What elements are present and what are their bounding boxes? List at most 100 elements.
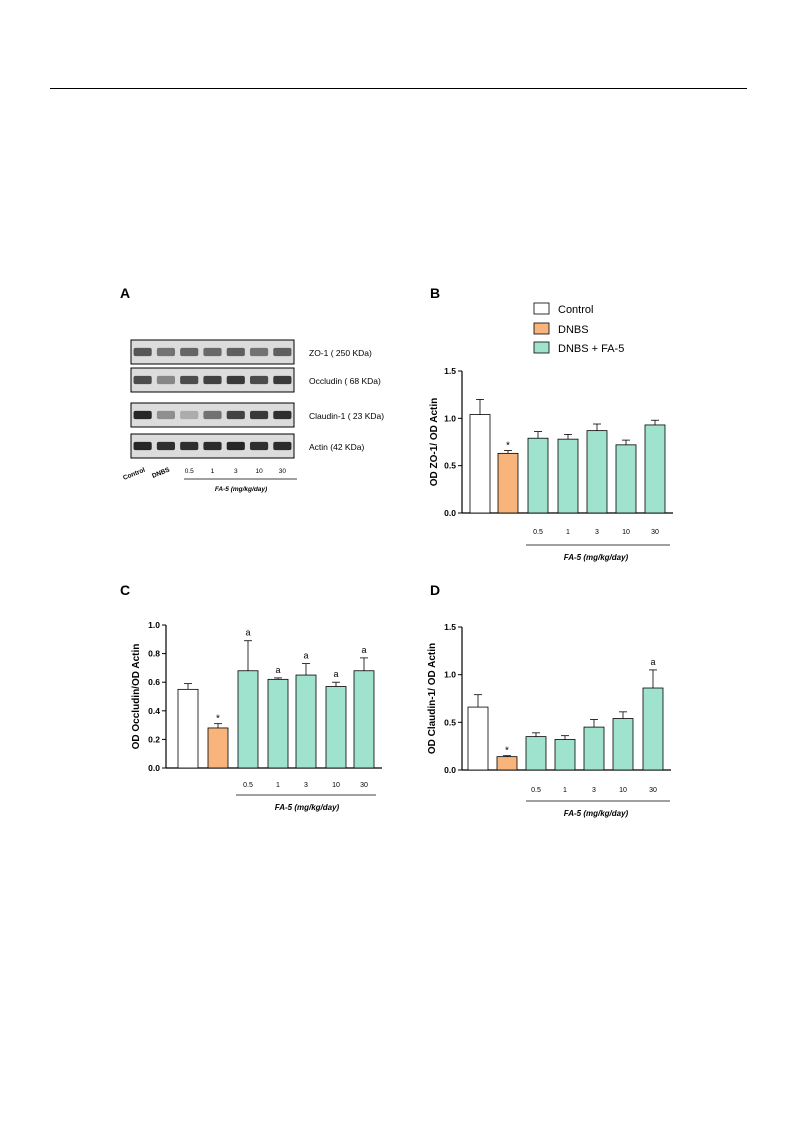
significance-label: * — [505, 746, 509, 757]
x-tick-label: 1 — [276, 782, 280, 789]
y-axis-label: OD Claudin-1/ OD Actin — [427, 643, 438, 754]
x-tick-label: 10 — [332, 782, 340, 789]
bar — [554, 739, 576, 771]
blot-band — [203, 375, 222, 385]
significance-label: a — [303, 651, 308, 661]
panel-letter-a: A — [120, 285, 131, 301]
y-axis-label: OD Occludin/OD Actin — [131, 644, 142, 750]
bar — [469, 414, 491, 514]
blot-band — [226, 375, 245, 385]
bar — [325, 686, 347, 769]
bar — [295, 674, 317, 769]
y-tick-label: 1.5 — [444, 622, 456, 632]
bar — [583, 726, 605, 771]
x-tick-label: 3 — [304, 782, 308, 789]
blot-lane-label: 0.5 — [185, 468, 194, 475]
y-tick-label: 1.0 — [444, 670, 456, 680]
x-tick-label: 10 — [619, 787, 627, 794]
y-tick-label: 0.0 — [444, 508, 456, 518]
blot-band — [133, 441, 152, 451]
y-axis-label: OD ZO-1/ OD Actin — [429, 398, 440, 487]
legend-swatch — [533, 322, 550, 335]
legend-label: DNBS — [558, 324, 589, 336]
significance-label: a — [650, 657, 655, 667]
blot-band — [273, 410, 292, 420]
y-tick-label: 0.5 — [444, 461, 456, 471]
y-tick-label: 0.5 — [444, 717, 456, 727]
y-tick-label: 0.4 — [148, 706, 160, 716]
y-tick-label: 1.0 — [444, 413, 456, 423]
bar — [644, 424, 666, 514]
x-axis-label: FA-5 (mg/kg/day) — [564, 553, 629, 562]
blot-band — [273, 347, 292, 357]
y-tick-label: 1.0 — [148, 620, 160, 630]
blot-band — [180, 347, 199, 357]
y-tick-label: 0.0 — [148, 763, 160, 773]
blot-band — [180, 375, 199, 385]
blot-band — [226, 441, 245, 451]
x-tick-label: 0.5 — [533, 529, 543, 536]
blot-row-label: Claudin-1 ( 23 KDa) — [309, 411, 384, 421]
x-axis-label: FA-5 (mg/kg/day) — [564, 809, 629, 818]
bar — [467, 706, 489, 771]
x-tick-label: 1 — [563, 787, 567, 794]
blot-band — [226, 410, 245, 420]
significance-label: a — [275, 665, 280, 675]
significance-label: a — [361, 645, 366, 655]
bar — [586, 430, 608, 514]
legend-swatch — [533, 341, 550, 354]
panel-letter-c: C — [120, 582, 131, 598]
bar — [615, 444, 637, 514]
legend-swatch — [533, 302, 550, 315]
significance-label: a — [333, 669, 338, 679]
x-tick-label: 0.5 — [531, 787, 541, 794]
blot-band — [273, 375, 292, 385]
x-tick-label: 3 — [592, 787, 596, 794]
y-tick-label: 1.5 — [444, 366, 456, 376]
blot-band — [156, 347, 176, 357]
panel-letter-b: B — [430, 285, 441, 301]
x-axis-label: FA-5 (mg/kg/day) — [275, 803, 340, 812]
blot-row-label: ZO-1 ( 250 KDa) — [309, 348, 372, 358]
x-tick-label: 3 — [595, 529, 599, 536]
blot-band — [133, 375, 152, 385]
blot-band — [156, 410, 176, 420]
blot-lane-label: 1 — [211, 468, 215, 475]
panel-letter-d: D — [430, 582, 441, 598]
bar — [207, 727, 229, 769]
bar — [525, 736, 547, 771]
x-tick-label: 30 — [651, 529, 659, 536]
y-tick-label: 0.0 — [444, 765, 456, 775]
x-tick-label: 30 — [649, 787, 657, 794]
header-rule — [50, 88, 747, 89]
blot-lane-label: 3 — [234, 468, 238, 475]
significance-label: * — [506, 441, 510, 452]
bar — [353, 670, 375, 769]
bar — [642, 687, 664, 771]
blot-row-label: Occludin ( 68 KDa) — [309, 376, 381, 386]
blot-band — [226, 347, 245, 357]
y-tick-label: 0.8 — [148, 649, 160, 659]
significance-label: * — [216, 714, 220, 725]
x-tick-label: 0.5 — [243, 782, 253, 789]
bar — [527, 437, 549, 514]
legend-label: DNBS + FA-5 — [558, 343, 624, 355]
blot-band — [156, 375, 176, 385]
bar — [177, 688, 199, 769]
blot-band — [249, 441, 269, 451]
blot-band — [203, 441, 222, 451]
blot-lane-label: DNBS — [151, 466, 171, 480]
bar — [496, 756, 518, 771]
blot-band — [249, 375, 269, 385]
blot-band — [249, 410, 269, 420]
blot-lane-label: 30 — [279, 468, 287, 475]
blot-band — [203, 410, 222, 420]
bar — [557, 438, 579, 514]
blot-row-label: Actin (42 KDa) — [309, 442, 364, 452]
blot-lane-label: 10 — [255, 468, 263, 475]
y-tick-label: 0.6 — [148, 677, 160, 687]
bar — [612, 718, 634, 771]
blot-band — [180, 410, 199, 420]
blot-band — [133, 347, 152, 357]
